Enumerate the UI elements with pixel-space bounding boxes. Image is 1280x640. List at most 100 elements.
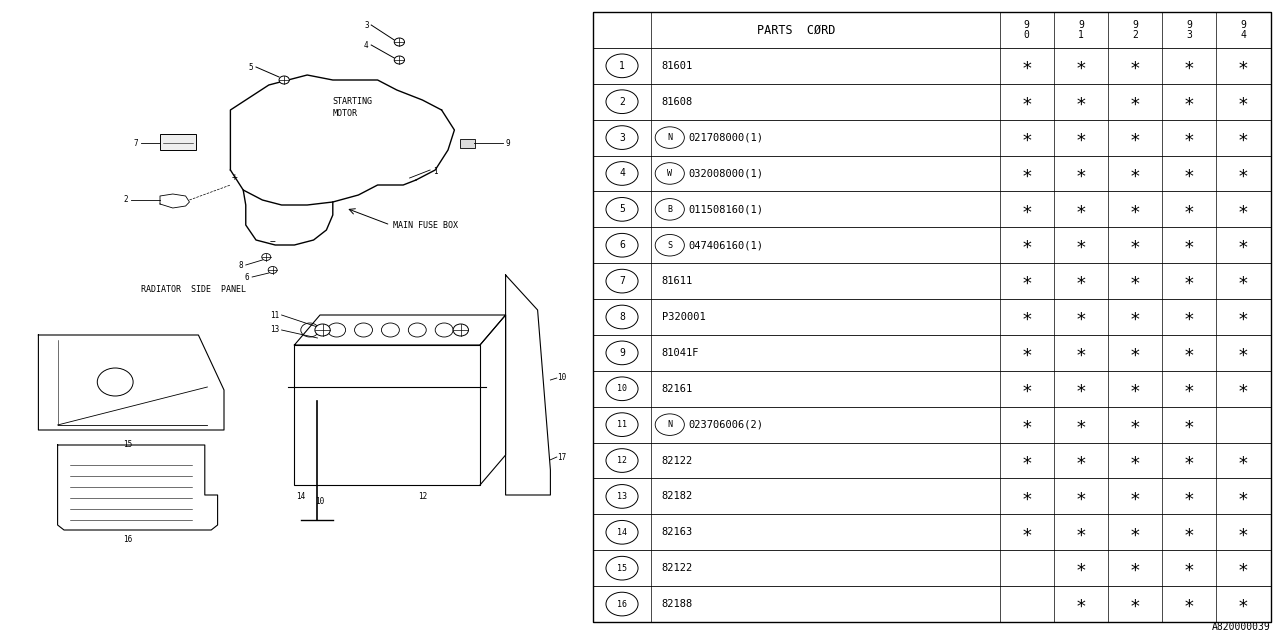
Text: ∗: ∗: [1021, 236, 1032, 254]
Text: 82161: 82161: [662, 384, 692, 394]
Text: ∗: ∗: [1075, 272, 1087, 290]
Text: 16: 16: [123, 535, 133, 544]
Text: 13: 13: [270, 326, 279, 335]
Text: 17: 17: [557, 452, 566, 461]
Text: 023706006(2): 023706006(2): [689, 420, 763, 429]
Text: 9: 9: [506, 138, 511, 147]
Text: ∗: ∗: [1075, 488, 1087, 506]
Text: 1: 1: [433, 168, 438, 177]
Circle shape: [394, 56, 404, 64]
Text: +: +: [232, 172, 237, 182]
Text: ∗: ∗: [1075, 559, 1087, 577]
Circle shape: [301, 323, 319, 337]
Text: ∗: ∗: [1184, 93, 1194, 111]
Text: ∗: ∗: [1130, 129, 1140, 147]
Text: 5: 5: [248, 63, 253, 72]
Text: 2: 2: [123, 195, 128, 205]
Text: ∗: ∗: [1130, 308, 1140, 326]
Text: 82163: 82163: [662, 527, 692, 538]
Text: ∗: ∗: [1238, 595, 1249, 613]
Text: 7: 7: [133, 138, 138, 147]
Text: ∗: ∗: [1184, 344, 1194, 362]
Text: 3: 3: [364, 20, 369, 29]
Text: ∗: ∗: [1075, 344, 1087, 362]
Text: P320001: P320001: [662, 312, 705, 322]
Text: ∗: ∗: [1238, 200, 1249, 218]
Text: 12: 12: [417, 492, 428, 501]
Text: ∗: ∗: [1184, 559, 1194, 577]
Text: ∗: ∗: [1021, 93, 1032, 111]
Text: ∗: ∗: [1130, 200, 1140, 218]
Text: STARTING: STARTING: [333, 97, 372, 106]
Text: ∗: ∗: [1238, 272, 1249, 290]
Text: ∗: ∗: [1184, 380, 1194, 398]
Text: ∗: ∗: [1021, 415, 1032, 434]
Text: ∗: ∗: [1238, 164, 1249, 182]
Text: 13: 13: [617, 492, 627, 501]
Text: ∗: ∗: [1130, 595, 1140, 613]
Text: 81041F: 81041F: [662, 348, 699, 358]
Text: ∗: ∗: [1021, 488, 1032, 506]
Text: ∗: ∗: [1238, 452, 1249, 470]
Circle shape: [355, 323, 372, 337]
Circle shape: [279, 76, 289, 84]
Text: ∗: ∗: [1238, 236, 1249, 254]
Text: ∗: ∗: [1021, 452, 1032, 470]
Text: ∗: ∗: [1184, 236, 1194, 254]
Text: ∗: ∗: [1075, 93, 1087, 111]
Text: −: −: [270, 237, 275, 247]
Text: 82188: 82188: [662, 599, 692, 609]
Text: ∗: ∗: [1130, 236, 1140, 254]
Text: ∗: ∗: [1075, 164, 1087, 182]
Text: ∗: ∗: [1184, 415, 1194, 434]
Text: ∗: ∗: [1021, 57, 1032, 75]
Text: ∗: ∗: [1238, 57, 1249, 75]
Text: ∗: ∗: [1238, 344, 1249, 362]
Text: 9
1: 9 1: [1078, 20, 1084, 40]
Text: ∗: ∗: [1075, 308, 1087, 326]
Text: ∗: ∗: [1021, 344, 1032, 362]
Circle shape: [435, 323, 453, 337]
Text: 10: 10: [315, 497, 325, 506]
Text: ∗: ∗: [1184, 200, 1194, 218]
Text: 1: 1: [620, 61, 625, 71]
Text: MAIN FUSE BOX: MAIN FUSE BOX: [393, 221, 458, 230]
Text: ∗: ∗: [1184, 129, 1194, 147]
Text: RADIATOR  SIDE  PANEL: RADIATOR SIDE PANEL: [141, 285, 246, 294]
Text: 10: 10: [617, 384, 627, 393]
Text: ∗: ∗: [1238, 93, 1249, 111]
Text: 12: 12: [617, 456, 627, 465]
Text: 16: 16: [617, 600, 627, 609]
Text: 4: 4: [620, 168, 625, 179]
Bar: [460, 138, 475, 147]
Text: 6: 6: [620, 240, 625, 250]
Bar: [294, 345, 480, 485]
Text: 011508160(1): 011508160(1): [689, 204, 763, 214]
Text: ∗: ∗: [1238, 129, 1249, 147]
Text: ∗: ∗: [1021, 524, 1032, 541]
Circle shape: [394, 38, 404, 46]
Text: 9
3: 9 3: [1187, 20, 1192, 40]
Text: ∗: ∗: [1075, 129, 1087, 147]
Circle shape: [381, 323, 399, 337]
Text: 8: 8: [620, 312, 625, 322]
Text: N: N: [667, 420, 672, 429]
Text: 7: 7: [620, 276, 625, 286]
Text: ∗: ∗: [1130, 488, 1140, 506]
Text: 4: 4: [364, 40, 369, 49]
Text: ∗: ∗: [1184, 488, 1194, 506]
Circle shape: [269, 266, 278, 273]
Circle shape: [315, 324, 330, 336]
Text: ∗: ∗: [1238, 380, 1249, 398]
Text: 021708000(1): 021708000(1): [689, 132, 763, 143]
Text: B: B: [667, 205, 672, 214]
Text: 15: 15: [617, 564, 627, 573]
Text: ∗: ∗: [1184, 272, 1194, 290]
Text: 9
2: 9 2: [1132, 20, 1138, 40]
Text: 82122: 82122: [662, 456, 692, 465]
Circle shape: [262, 253, 271, 260]
Text: ∗: ∗: [1130, 415, 1140, 434]
Text: 81611: 81611: [662, 276, 692, 286]
Text: ∗: ∗: [1021, 200, 1032, 218]
Text: 9
4: 9 4: [1240, 20, 1247, 40]
